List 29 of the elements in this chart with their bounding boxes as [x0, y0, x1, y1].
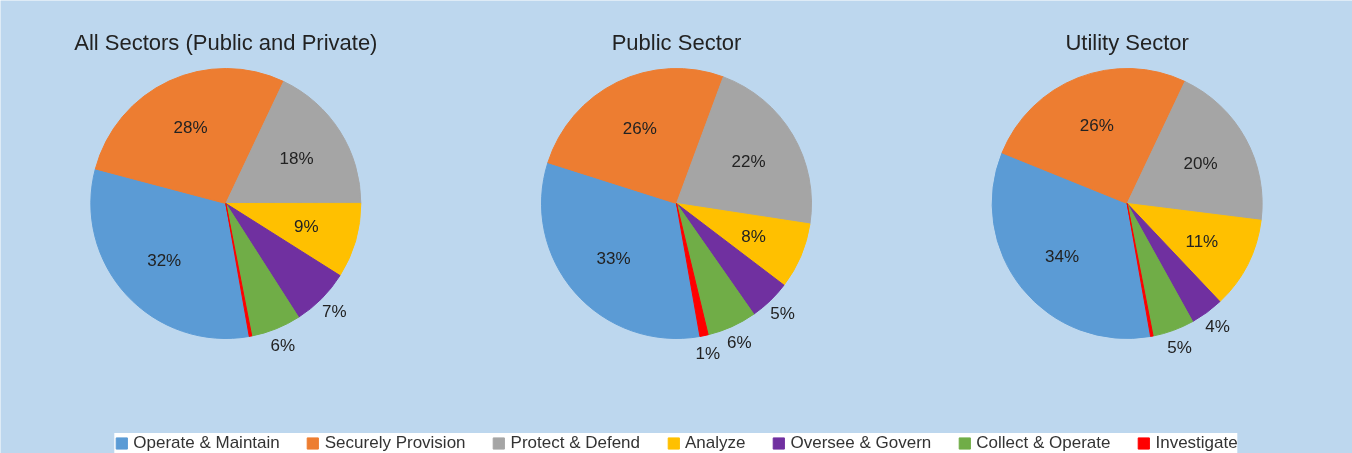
- data-label: 34%: [1045, 246, 1080, 266]
- data-label: 32%: [147, 250, 182, 270]
- data-label: 1%: [695, 343, 721, 363]
- data-label: 7%: [322, 301, 347, 321]
- data-label: 28%: [173, 118, 208, 138]
- chart-title: All Sectors (Public and Private): [74, 30, 378, 55]
- chart-title: Utility Sector: [1065, 30, 1189, 55]
- data-label: 26%: [622, 118, 657, 138]
- legend-label: Investigate: [1155, 433, 1238, 453]
- data-label: 5%: [1167, 337, 1192, 357]
- data-label: 20%: [1183, 153, 1218, 173]
- legend-label: Collect & Operate: [976, 433, 1111, 453]
- data-label: 22%: [731, 151, 766, 171]
- data-label: 33%: [596, 249, 631, 269]
- legend-label: Protect & Defend: [510, 433, 641, 453]
- legend-label: Operate & Maintain: [133, 433, 280, 453]
- chart-title: Public Sector: [611, 30, 742, 55]
- legend-label: Securely Provision: [324, 433, 466, 453]
- data-label: 6%: [727, 333, 752, 353]
- legend-label: Analyze: [685, 433, 746, 453]
- data-label: 4%: [1205, 317, 1230, 337]
- data-label: 18%: [279, 149, 314, 169]
- data-label: 6%: [270, 336, 296, 356]
- data-label: 8%: [741, 226, 766, 246]
- data-label: 5%: [770, 304, 795, 324]
- data-label: 9%: [293, 217, 319, 237]
- legend-label: Oversee & Govern: [790, 433, 932, 453]
- data-label: 26%: [1079, 116, 1114, 136]
- data-label: 11%: [1185, 231, 1219, 251]
